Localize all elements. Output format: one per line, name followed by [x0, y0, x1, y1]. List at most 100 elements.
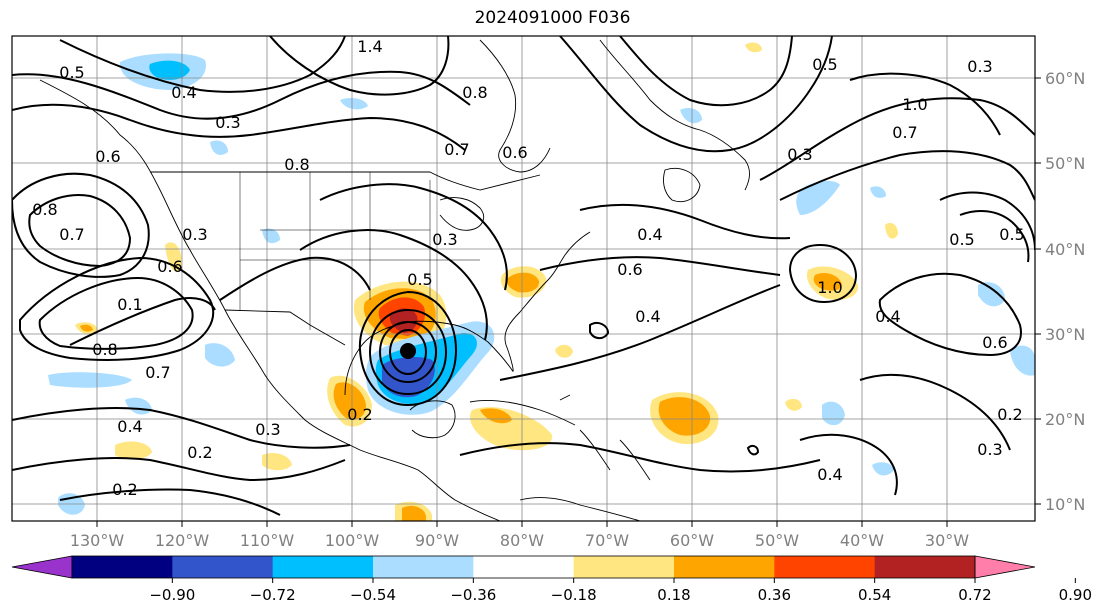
- colorbar-tick-label: −0.54: [350, 586, 396, 604]
- contour-label: 0.7: [444, 140, 469, 159]
- colorbar-tick-label: −0.90: [149, 586, 195, 604]
- lat-tick-label: 30°N: [1045, 325, 1085, 344]
- colorbar-segment: [473, 556, 575, 578]
- lon-tick-label: 110°W: [240, 531, 295, 550]
- contour-label: 1.4: [357, 37, 382, 56]
- colorbar-tick-label: 0.54: [858, 586, 891, 604]
- contour-ne-1: [559, 36, 833, 153]
- colorbar-tick-label: 0.18: [657, 586, 690, 604]
- shade-yellow-small4: [885, 222, 898, 239]
- shade-lightblue-atl2: [796, 180, 840, 215]
- shade-orange-atlantic: [658, 397, 711, 436]
- map-area: [12, 36, 1035, 521]
- contour-label: 0.4: [171, 83, 196, 102]
- contour-ne-2: [619, 36, 793, 107]
- contour-west-2: [28, 194, 132, 268]
- shade-lightblue-pac3: [125, 397, 152, 415]
- longitude-tick-labels: 130°W 120°W 110°W 100°W 90°W 80°W 70°W 60°W 50°W…: [70, 521, 969, 550]
- contour-atl-6: [959, 209, 1030, 263]
- contour-pac-5: [12, 457, 346, 482]
- lat-tick-label: 10°N: [1045, 495, 1085, 514]
- contour-label: 0.6: [502, 143, 527, 162]
- map-title: 2024091000 F036: [474, 8, 631, 28]
- contour-atl-4: [799, 433, 898, 496]
- colorbar-segment: [774, 556, 876, 578]
- contour-label: 0.4: [875, 307, 900, 326]
- contour-label: 0.3: [967, 57, 992, 76]
- colorbar-over-extension: [974, 555, 1036, 579]
- state-lines: [239, 172, 480, 330]
- contour-west-1: [12, 172, 150, 278]
- contour-label: 0.4: [817, 465, 842, 484]
- colorbar-segment: [172, 556, 274, 578]
- shade-lightblue-atl4: [1010, 345, 1035, 376]
- contour-north-1: [12, 70, 471, 120]
- contour-atl-1: [788, 243, 858, 304]
- shade-yellow-small5: [745, 42, 762, 53]
- contour-label: 0.2: [187, 443, 212, 462]
- shade-orange-south: [402, 505, 426, 521]
- contour-label: 0.8: [92, 340, 117, 359]
- contour-small-1: [589, 322, 610, 340]
- shade-lightblue-atl6: [680, 108, 702, 124]
- contour-label: 0.6: [95, 147, 120, 166]
- colorbar-segment: [373, 556, 474, 578]
- storm-center-marker: [400, 343, 416, 359]
- north-america-coast: [39, 79, 501, 521]
- contour-atl-3: [859, 373, 1011, 451]
- colorbar: [11, 555, 1036, 579]
- contour-central-1: [299, 229, 488, 341]
- lat-tick-label: 40°N: [1045, 240, 1085, 259]
- shade-lightblue-atl1: [822, 401, 845, 426]
- contour-hurricane-2: [388, 328, 428, 376]
- colorbar-tick-label: 0.36: [758, 586, 791, 604]
- lat-tick-label: 60°N: [1045, 69, 1085, 88]
- contour-label: 0.5: [812, 55, 837, 74]
- contour-label: 0.4: [117, 417, 142, 436]
- shade-yellow-mexpac: [115, 441, 152, 460]
- yucatan-coast: [409, 400, 456, 439]
- colorbar-tick-label: −0.72: [250, 586, 296, 604]
- contour-label: 0.3: [215, 113, 240, 132]
- colorbar-tick-label: −0.18: [551, 586, 597, 604]
- shade-blue-nw: [149, 60, 190, 80]
- mexico-border: [224, 309, 346, 346]
- contour-label: 0.3: [787, 145, 812, 164]
- contour-label: 0.5: [407, 270, 432, 289]
- colorbar-under-extension: [11, 555, 73, 579]
- contour-label: 0.6: [157, 257, 182, 276]
- contour-pac-4: [12, 407, 351, 449]
- shade-orange-small3: [80, 324, 93, 332]
- shade-orange-carolina: [507, 272, 540, 293]
- positive-anomaly-shading: [75, 42, 898, 521]
- contour-central-2: [219, 256, 371, 301]
- colorbar-segment: [573, 556, 675, 578]
- contour-label: 0.3: [977, 440, 1002, 459]
- contour-label: 0.5: [999, 225, 1024, 244]
- shade-yellow-small2: [785, 398, 802, 411]
- contour-label: 0.3: [182, 225, 207, 244]
- shade-orange-mexico: [333, 382, 366, 420]
- colorbar-tick-labels: −0.90 −0.72 −0.54 −0.36 −0.18 0.18 0.36 0.54 0.7…: [149, 578, 1092, 604]
- contour-atl-2: [878, 272, 1022, 357]
- latitude-tick-labels: 60°N 50°N 40°N 30°N 20°N 10°N: [1035, 69, 1085, 514]
- shade-yellow-epac: [262, 453, 292, 471]
- colorbar-tick-label: 0.90: [1059, 586, 1092, 604]
- contour-ne-5: [849, 72, 1001, 136]
- contour-label: 0.2: [997, 405, 1022, 424]
- negative-anomaly-shading: [48, 53, 1035, 515]
- contour-label: 0.2: [347, 405, 372, 424]
- contour-ne-4: [779, 150, 1035, 201]
- shade-yellow-small6: [165, 242, 182, 272]
- south-america-coast: [519, 497, 641, 521]
- contour-central-3: [319, 183, 508, 291]
- contour-ne-3: [759, 97, 1035, 181]
- contour-labels: 1.40.50.40.30.80.6 0.70.80.60.51.00.70.60…: [32, 37, 1024, 499]
- shade-lightblue-atl5: [872, 462, 894, 476]
- shade-orange-midatlantic: [813, 273, 842, 291]
- lon-tick-label: 30°W: [925, 531, 969, 550]
- contour-pac-2: [38, 276, 194, 350]
- labrador-coast: [599, 39, 750, 191]
- contour-north-4: [269, 36, 450, 96]
- colorbar-segment: [874, 556, 976, 578]
